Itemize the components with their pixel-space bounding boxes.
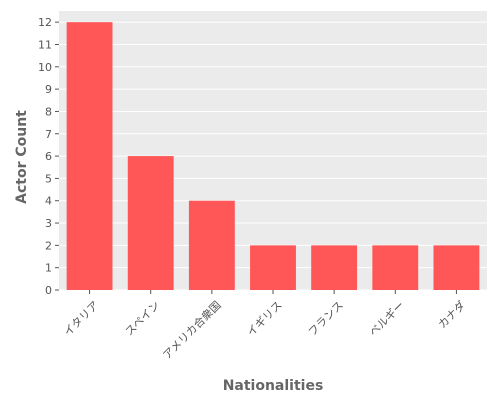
y-axis-label: Actor Count [14,110,30,204]
y-tick-label: 1 [45,262,52,275]
bar [311,245,358,290]
bar [66,22,113,290]
bar [433,245,480,290]
bar [188,200,235,290]
y-tick-label: 10 [38,61,52,74]
bar [372,245,419,290]
y-tick-label: 3 [45,217,52,230]
y-tick-label: 2 [45,239,52,252]
y-tick-label: 0 [45,284,52,297]
x-tick-label: イギリス [244,299,284,339]
y-tick-label: 9 [45,83,52,96]
y-tick-label: 5 [45,172,52,185]
bar [250,245,296,290]
bar [127,156,174,290]
y-tick-label: 11 [38,38,52,51]
y-tick-label: 7 [45,128,52,141]
x-tick-label: カナダ [435,298,468,331]
y-tick-label: 12 [38,16,52,29]
x-tick-label: スペイン [123,299,163,339]
x-tick-label: イタリア [61,299,101,339]
x-axis-label: Nationalities [223,378,324,394]
x-tick-label: アメリカ合衆国 [160,298,224,362]
bars [66,22,480,290]
y-tick-label: 8 [45,105,52,118]
y-tick-label: 6 [45,150,52,163]
y-tick-label: 4 [45,195,52,208]
x-tick-label: フランス [306,299,346,339]
x-tick-label: ベルギー [367,299,407,339]
